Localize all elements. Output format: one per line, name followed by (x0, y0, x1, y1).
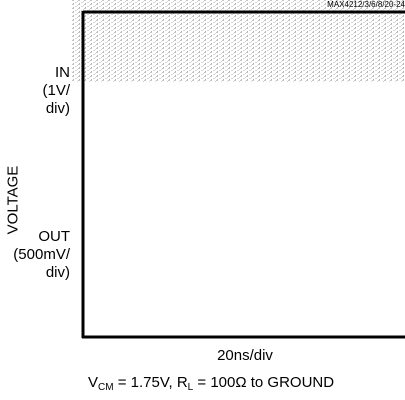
conditions-caption: VCM = 1.75V, RL = 100Ω to GROUND (88, 374, 335, 393)
part-number: MAX4212/3/6/8/20-24 (327, 0, 405, 9)
x-axis-label: 20ns/div (217, 347, 273, 364)
y-axis-label: VOLTAGE (4, 165, 22, 235)
in-trace-label: IN (55, 64, 70, 81)
scope-noise-band (72, 0, 405, 82)
in-scale-unit: div) (45, 100, 70, 117)
in-scale-label: (1V/ (42, 82, 70, 99)
out-trace-label: OUT (38, 228, 70, 245)
out-scale-unit: div) (45, 264, 70, 281)
out-scale-label: (500mV/ (13, 246, 70, 263)
